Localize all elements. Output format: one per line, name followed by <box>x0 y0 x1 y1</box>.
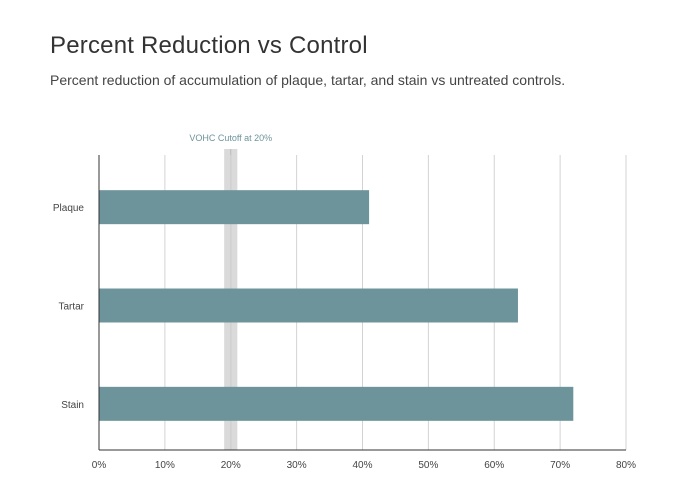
x-tick-label: 80% <box>616 460 636 471</box>
x-tick-label: 50% <box>418 460 438 471</box>
x-tick-label: 30% <box>287 460 307 471</box>
bar-stain <box>99 386 574 421</box>
x-tick-label: 70% <box>550 460 570 471</box>
axis-layer <box>98 155 626 451</box>
chart-title: Percent Reduction vs Control <box>50 32 368 59</box>
bar-plaque <box>99 190 370 225</box>
cutoff-label: VOHC Cutoff at 20% <box>189 133 272 143</box>
x-tick-label: 60% <box>484 460 504 471</box>
label-layer: VOHC Cutoff at 20% 0% 10% 20% 30% 40% 50% 60% 70… <box>53 133 636 471</box>
chart-subtitle: Percent reduction of accumulation of pla… <box>50 72 566 88</box>
bar-layer <box>99 190 574 421</box>
bar-tartar <box>99 288 518 323</box>
x-tick-label: 20% <box>221 460 241 471</box>
x-tick-label: 40% <box>352 460 372 471</box>
y-tick-label: Stain <box>61 400 84 411</box>
y-tick-label: Tartar <box>58 302 84 313</box>
y-tick-label: Plaque <box>53 203 85 214</box>
x-tick-label: 0% <box>92 460 107 471</box>
x-tick-label: 10% <box>155 460 175 471</box>
